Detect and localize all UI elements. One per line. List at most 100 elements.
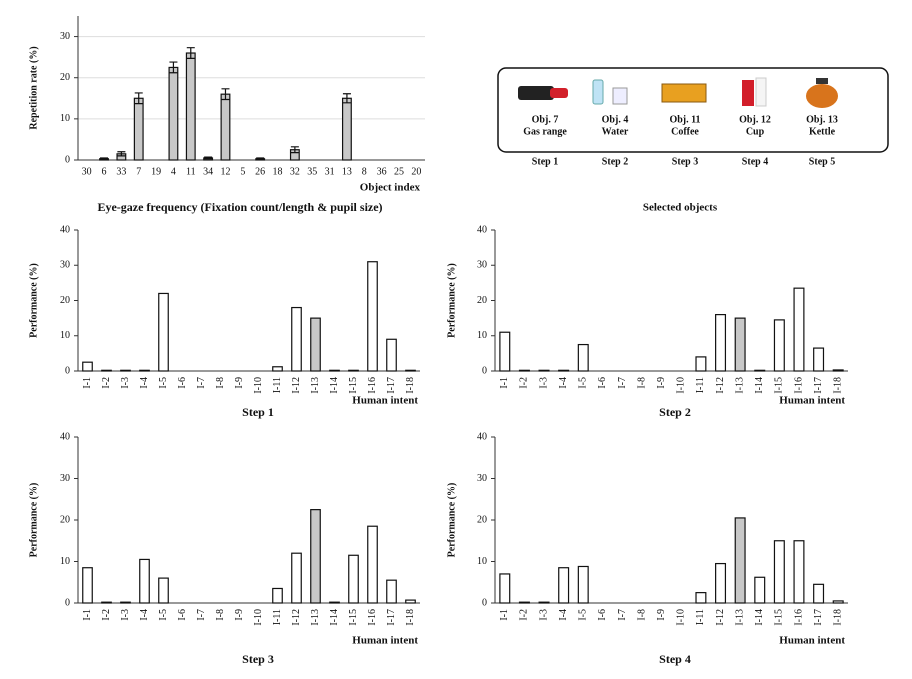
x-axis-label: Human intent (352, 635, 418, 647)
x-tick-label: 33 (116, 166, 126, 177)
step-label: Step 4 (742, 156, 768, 167)
x-tick-label: I-3 (120, 609, 131, 621)
x-tick-label: I-10 (676, 609, 687, 626)
bar (558, 567, 570, 604)
y-tick-label: 20 (477, 295, 487, 306)
x-tick-label: 18 (273, 166, 283, 177)
x-tick-label: I-1 (499, 377, 510, 389)
bar (813, 583, 825, 604)
x-tick-label: I-13 (310, 377, 321, 394)
bar (310, 509, 321, 604)
x-tick-label: 13 (342, 166, 352, 177)
x-tick-label: I-14 (329, 609, 340, 626)
error-bar (256, 157, 265, 161)
bar (754, 576, 766, 604)
object-id: Obj. 7 (532, 114, 559, 125)
x-tick-label: I-2 (101, 377, 112, 389)
x-tick-label: I-2 (519, 609, 530, 621)
x-tick-label: 32 (290, 166, 300, 177)
bar (101, 601, 112, 604)
x-axis-label: Human intent (779, 635, 845, 647)
x-tick-label: I-11 (695, 377, 706, 393)
bar (734, 317, 746, 372)
y-tick-label: 20 (60, 514, 70, 525)
y-tick-label: 30 (60, 31, 70, 42)
x-tick-label: 34 (203, 166, 213, 177)
x-tick-label: I-10 (676, 377, 687, 394)
object-name: Coffee (671, 126, 699, 137)
step-label: Step 2 (602, 156, 628, 167)
bar (158, 292, 169, 372)
error-bar (290, 146, 299, 154)
bar (405, 369, 416, 372)
x-tick-label: I-12 (291, 609, 302, 626)
x-tick-label: 8 (362, 166, 367, 177)
error-bar (134, 92, 143, 105)
y-tick-label: 40 (477, 224, 487, 235)
bar (773, 319, 785, 372)
chart-title: Step 4 (659, 652, 691, 666)
x-tick-label: 25 (394, 166, 404, 177)
y-axis-label: Performance (%) (446, 483, 457, 558)
x-tick-label: I-1 (82, 609, 93, 621)
y-tick-label: 0 (65, 597, 70, 608)
bar (158, 577, 169, 604)
x-tick-label: I-9 (234, 377, 245, 389)
x-tick-label: I-14 (329, 377, 340, 394)
error-bar (204, 156, 213, 160)
x-tick-label: 20 (411, 166, 421, 177)
x-tick-label: I-1 (499, 609, 510, 621)
x-tick-label: I-15 (774, 377, 785, 394)
y-tick-label: 20 (60, 72, 70, 83)
bar (715, 562, 727, 604)
bar (577, 565, 589, 604)
x-tick-label: I-18 (405, 377, 416, 394)
y-tick-label: 10 (60, 556, 70, 567)
x-tick-label: I-15 (348, 377, 359, 394)
x-tick-label: I-18 (832, 609, 843, 626)
x-tick-label: I-5 (158, 377, 169, 389)
bar (272, 366, 283, 372)
x-tick-label: I-4 (139, 377, 150, 389)
x-tick-label: I-14 (754, 609, 765, 626)
x-tick-label: I-18 (832, 377, 843, 394)
x-tick-label: I-7 (617, 377, 628, 389)
error-bar (186, 47, 195, 59)
bar (386, 579, 397, 604)
x-tick-label: I-12 (715, 377, 726, 394)
x-tick-label: I-2 (101, 609, 112, 621)
y-tick-label: 40 (477, 431, 487, 442)
bar (695, 592, 707, 604)
bar (367, 261, 378, 372)
object-id: Obj. 12 (739, 114, 771, 125)
error-bar (221, 88, 230, 101)
y-tick-label: 10 (60, 113, 70, 124)
y-tick-label: 0 (482, 365, 487, 376)
bar (558, 369, 570, 372)
x-tick-label: I-2 (519, 377, 530, 389)
x-tick-label: I-8 (636, 609, 647, 621)
bar (185, 52, 196, 161)
object-icons (518, 77, 838, 108)
bar (518, 369, 530, 372)
bar (329, 601, 340, 604)
y-tick-label: 30 (60, 473, 70, 484)
x-tick-label: I-7 (617, 609, 628, 621)
bar (793, 540, 805, 604)
bar (133, 97, 144, 161)
bar (120, 369, 131, 372)
bar (499, 331, 511, 372)
x-tick-label: I-18 (405, 609, 416, 626)
x-axis-label: Object index (360, 182, 421, 194)
bar (82, 361, 93, 372)
bar (695, 356, 707, 372)
x-tick-label: 6 (102, 166, 107, 177)
object-name: Cup (746, 126, 765, 137)
object-name: Water (602, 126, 629, 137)
error-bar (342, 93, 351, 104)
bar (813, 347, 825, 372)
bar (272, 587, 283, 604)
x-tick-label: I-5 (578, 609, 589, 621)
x-tick-label: I-3 (120, 377, 131, 389)
x-tick-label: I-5 (578, 377, 589, 389)
